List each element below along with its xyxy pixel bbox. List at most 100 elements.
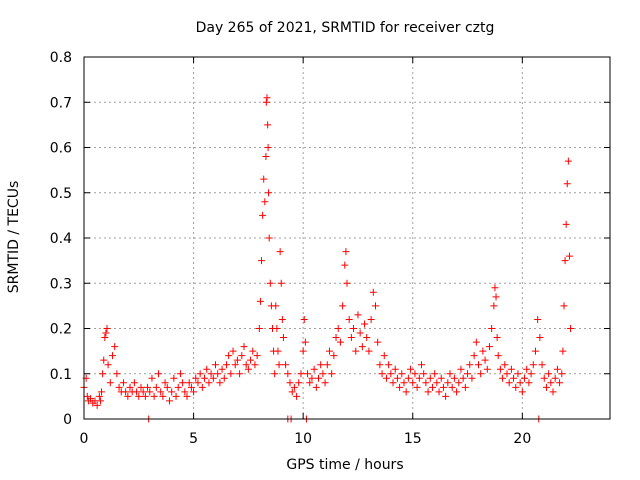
data-point	[102, 329, 110, 337]
data-point	[488, 325, 496, 332]
data-point	[470, 352, 478, 360]
data-point	[321, 379, 329, 387]
data-point	[96, 397, 104, 405]
data-point	[464, 370, 472, 378]
data-point	[491, 284, 499, 292]
data-point	[304, 370, 312, 378]
data-point	[341, 261, 349, 269]
data-point	[393, 374, 401, 382]
data-point	[516, 379, 524, 387]
data-point	[163, 383, 171, 391]
data-point	[315, 374, 323, 382]
data-point	[111, 343, 119, 351]
data-point	[201, 374, 209, 382]
y-tick-label: 0.3	[50, 276, 72, 292]
data-point	[247, 356, 255, 364]
data-point	[378, 370, 386, 378]
data-point	[428, 383, 436, 391]
data-point	[238, 352, 246, 360]
data-point	[531, 347, 539, 355]
data-point	[231, 361, 239, 369]
data-point	[402, 388, 410, 396]
x-tick-label: 15	[404, 431, 422, 447]
data-point	[374, 338, 382, 346]
data-point	[369, 288, 377, 296]
data-point	[556, 379, 564, 387]
data-point	[400, 379, 408, 387]
data-point	[220, 374, 228, 382]
data-point	[540, 374, 548, 382]
data-point	[185, 379, 193, 387]
data-point	[249, 347, 257, 355]
data-point	[306, 379, 314, 387]
data-point	[271, 370, 279, 378]
data-point	[507, 365, 515, 373]
data-point	[492, 293, 500, 301]
data-point	[126, 383, 134, 391]
data-point	[475, 361, 482, 369]
data-point	[457, 365, 465, 373]
data-point	[466, 361, 474, 369]
y-tick-label: 0	[63, 412, 72, 428]
data-point	[274, 347, 282, 355]
data-point	[157, 388, 165, 396]
data-point	[264, 121, 272, 129]
data-point	[547, 379, 555, 387]
x-tick-label: 5	[189, 431, 198, 447]
data-point	[212, 361, 219, 369]
data-point	[435, 388, 443, 396]
data-point	[262, 98, 270, 106]
data-point	[244, 365, 252, 373]
data-point	[409, 379, 417, 387]
data-point	[122, 388, 130, 396]
data-point	[420, 370, 428, 378]
data-point	[308, 374, 316, 382]
data-point	[203, 365, 211, 373]
data-point	[176, 370, 184, 378]
data-point	[222, 361, 230, 369]
data-point	[139, 388, 147, 396]
data-point	[542, 383, 550, 391]
data-point	[137, 383, 145, 391]
data-point	[444, 379, 452, 387]
data-point	[190, 388, 198, 396]
data-point	[332, 334, 340, 342]
data-point	[354, 311, 362, 319]
data-point	[103, 325, 111, 332]
data-point	[499, 374, 507, 382]
data-point	[389, 379, 397, 387]
data-point	[433, 379, 441, 387]
data-point	[319, 370, 327, 378]
data-point	[503, 370, 511, 378]
data-point	[194, 379, 202, 387]
data-point	[227, 370, 235, 378]
data-point	[512, 383, 520, 391]
data-point	[187, 383, 195, 391]
y-tick-label: 0.4	[50, 231, 72, 247]
data-point	[343, 279, 351, 287]
data-point	[367, 315, 375, 323]
data-point	[251, 361, 259, 369]
y-tick-label: 0.1	[50, 367, 72, 383]
data-point	[529, 361, 537, 369]
data-point	[259, 211, 267, 219]
data-marks	[80, 94, 575, 423]
data-point	[152, 383, 160, 391]
data-point	[350, 325, 358, 332]
data-point	[130, 379, 138, 387]
data-point	[323, 361, 331, 369]
data-point	[418, 361, 426, 369]
data-point	[265, 234, 273, 242]
data-point	[468, 374, 476, 382]
data-point	[439, 383, 447, 391]
x-axis-label: GPS time / hours	[286, 457, 403, 473]
y-tick-label: 0.5	[50, 186, 72, 202]
data-point	[385, 361, 393, 369]
y-axis-label: SRMTID / TECUs	[6, 181, 22, 294]
data-point	[119, 379, 127, 387]
data-point	[490, 302, 498, 310]
data-point	[263, 94, 271, 102]
data-point	[242, 361, 250, 369]
data-point	[336, 338, 344, 346]
data-point	[99, 370, 107, 378]
